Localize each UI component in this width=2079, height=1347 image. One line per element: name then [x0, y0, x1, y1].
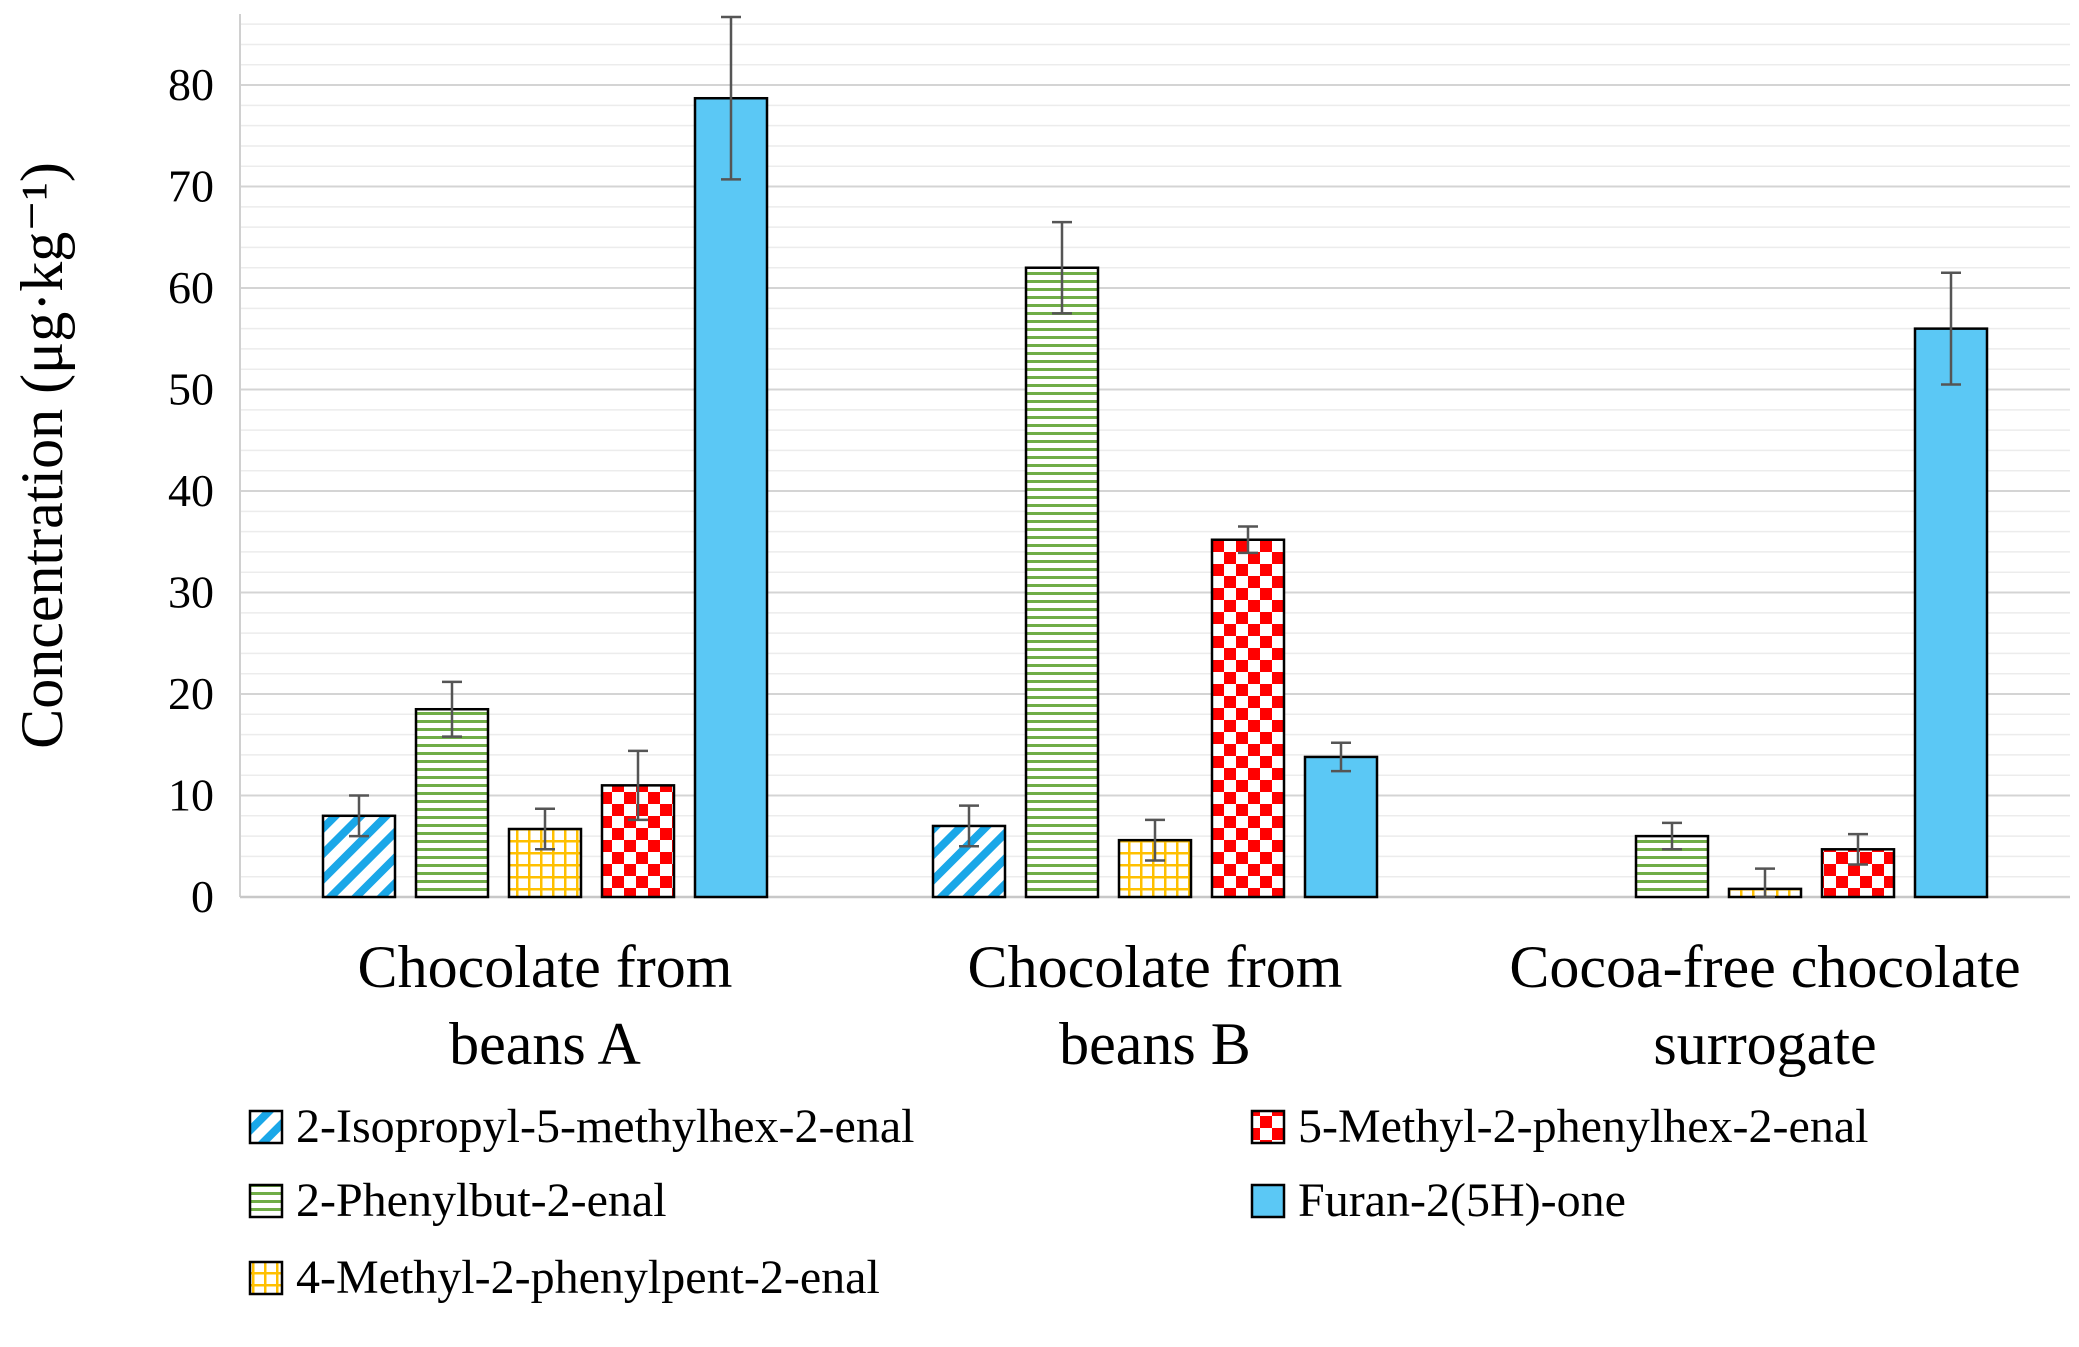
x-category-label: Chocolate from: [358, 934, 733, 1000]
x-category-label: Cocoa-free chocolate: [1509, 934, 2020, 1000]
bar: [1210, 538, 1286, 899]
y-tick-label: 40: [168, 465, 214, 516]
bar: [1913, 327, 1989, 899]
y-tick-label: 30: [168, 567, 214, 618]
legend-label: Furan-2(5H)-one: [1298, 1174, 1626, 1227]
gridlines: [240, 23, 2070, 878]
y-axis-title: Concentration (μg·kg⁻¹): [9, 162, 75, 749]
y-tick-label: 20: [168, 668, 214, 719]
legend-label: 4-Methyl-2-phenylpent-2-enal: [296, 1251, 880, 1304]
y-tick-label: 0: [191, 871, 214, 922]
x-category-label: Chocolate from: [968, 934, 1343, 1000]
legend: 2-Isopropyl-5-methylhex-2-enal 2-Phenylbu…: [248, 1100, 1868, 1304]
legend-label: 5-Methyl-2-phenylhex-2-enal: [1298, 1100, 1868, 1153]
y-tick-label: 50: [168, 364, 214, 415]
legend-swatch: [1250, 1183, 1286, 1219]
bars: [321, 15, 1989, 899]
y-tick-label: 70: [168, 161, 214, 212]
legend-swatch: [248, 1260, 284, 1296]
x-category-label: surrogate: [1653, 1011, 1876, 1077]
y-tick-label: 60: [168, 262, 214, 313]
legend-swatch: [248, 1183, 284, 1219]
y-tick-label: 80: [168, 59, 214, 110]
bar: [1303, 755, 1379, 899]
bar: [414, 707, 490, 899]
bar: [1024, 266, 1100, 899]
legend-swatch: [248, 1109, 284, 1145]
legend-label: 2-Phenylbut-2-enal: [296, 1174, 667, 1227]
bar: [693, 96, 769, 899]
legend-swatch: [1250, 1109, 1286, 1145]
y-tick-label: 10: [168, 770, 214, 821]
x-category-label: beans A: [449, 1011, 641, 1077]
x-category-label: beans B: [1059, 1011, 1251, 1077]
legend-label: 2-Isopropyl-5-methylhex-2-enal: [296, 1100, 914, 1153]
